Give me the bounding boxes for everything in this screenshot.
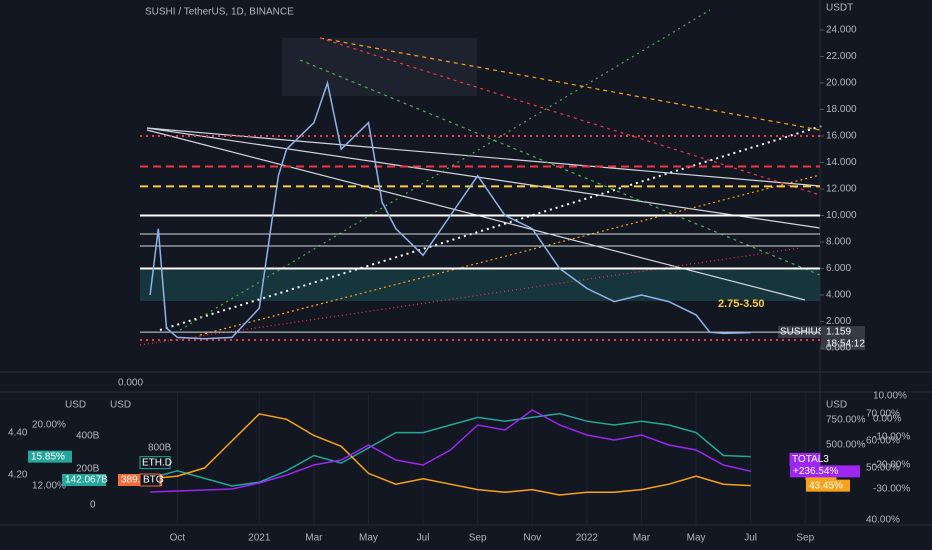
y-tick-label: 60.00% <box>866 436 900 447</box>
price-tag <box>821 326 865 350</box>
series-line <box>150 409 751 493</box>
zone <box>282 38 477 96</box>
axis-label: USD <box>826 400 847 411</box>
axis-label: USD <box>110 400 131 411</box>
axis-label: -20.00% <box>873 460 910 471</box>
axis-label: 0 <box>90 500 96 511</box>
y-tick-label: 6.000 <box>826 263 851 274</box>
axis-label: 10.00% <box>873 391 907 402</box>
y-tick-label: 750.00% <box>826 415 866 426</box>
x-tick-label: 2022 <box>576 533 599 544</box>
axis-label: 800B <box>148 443 172 454</box>
y-tick-label: 0.000 <box>826 343 851 354</box>
price-tag-text: 1.159 <box>826 327 851 338</box>
value-tag-text: +236.54% <box>793 466 838 477</box>
series-name-tag <box>139 456 171 470</box>
axis-label: -10.00% <box>873 432 910 443</box>
y-tick-label: 10.000 <box>826 210 857 221</box>
y-tick-label: 22.000 <box>826 51 857 62</box>
y-tick-label: 12.00% <box>32 481 66 492</box>
y-tick-label: 4.000 <box>826 290 851 301</box>
y-tick-label: 24.000 <box>826 25 857 36</box>
countdown: 18:54:12 <box>826 339 865 350</box>
value-tag-text: 43.45% <box>809 480 843 491</box>
y-tick-label: 20.000 <box>826 78 857 89</box>
annotation: 2.75-3.50 <box>718 298 764 310</box>
x-tick-label: Nov <box>523 533 541 544</box>
value-tag-text: 15.85% <box>31 451 65 462</box>
x-tick-label: Mar <box>633 533 651 544</box>
series-line <box>149 412 751 487</box>
y-tick-label: 500.00% <box>826 440 866 451</box>
x-tick-label: Sep <box>469 533 487 544</box>
x-tick-label: Sep <box>796 533 814 544</box>
value-tag-text: 142.067B <box>65 475 108 486</box>
y-tick-label: 2.000 <box>826 316 851 327</box>
x-tick-label: May <box>687 533 706 544</box>
axis-label: -30.00% <box>873 484 910 495</box>
axis-label: 4.20 <box>8 470 28 481</box>
axis-label: 4.40 <box>8 428 28 439</box>
value-tag <box>790 465 860 478</box>
y-tick-label: 12.000 <box>826 184 857 195</box>
y-tick-label: 14.000 <box>826 157 857 168</box>
y-tick-label: 50.00% <box>866 463 900 474</box>
x-tick-label: Jul <box>744 533 757 544</box>
series-line <box>150 413 751 496</box>
y-tick-label: 20.00% <box>32 420 66 431</box>
zone <box>140 269 820 301</box>
y-tick-label: 18.000 <box>826 104 857 115</box>
value-tag <box>28 450 72 463</box>
y-tick-label: 70.00% <box>866 409 900 420</box>
volume-label: 0.000 <box>118 378 143 389</box>
series-name-tag <box>789 452 821 466</box>
series-name: ETH.D <box>142 457 172 468</box>
x-tick-label: Oct <box>170 533 186 544</box>
axis-label: 40.00% <box>866 515 900 526</box>
axis-label: 0.00% <box>873 414 901 425</box>
value-tag-text: BTC <box>143 475 163 486</box>
value-tag <box>139 473 161 487</box>
chart-title: SUSHI / TetherUS, 1D, BINANCE <box>145 7 294 18</box>
y-tick-label: 16.000 <box>826 131 857 142</box>
series-line <box>149 80 751 340</box>
x-tick-label: Mar <box>305 533 323 544</box>
axis-label: 400B <box>76 431 100 442</box>
y-tick-label: 8.000 <box>826 237 851 248</box>
axis-unit: USDT <box>826 3 853 14</box>
value-tag <box>806 479 850 492</box>
value-tag <box>62 474 106 486</box>
x-tick-label: 2021 <box>248 533 271 544</box>
axis-label: USD <box>65 400 86 411</box>
series-name: TOTAL3 <box>792 454 829 465</box>
axis-label: 200B <box>76 464 100 475</box>
x-tick-label: Jul <box>417 533 430 544</box>
x-tick-label: May <box>359 533 378 544</box>
